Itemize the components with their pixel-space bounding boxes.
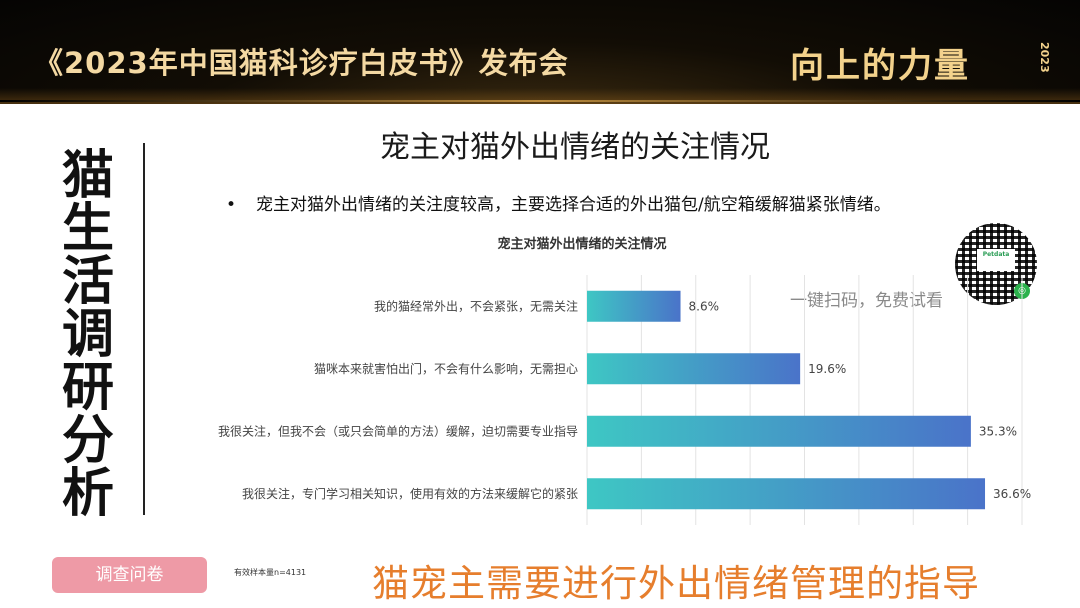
scan-hint: 一键扫码，免费试看 (790, 291, 943, 311)
chart-bars: 我的猫经常外出，不会紧张，无需关注 8.6% 猫咪本来就害怕出门，不会有什么影响，无… (218, 290, 1031, 510)
event-title: 《2023年中国猫科诊疗白皮书》发布会 (34, 46, 569, 80)
conclusion-text: 猫宠主需要进行外出情绪管理的指导 (372, 562, 980, 605)
bullet-point: • 宠主对猫外出情绪的关注度较高，主要选择合适的外出猫包/航空箱缓解猫紧张情绪。 (226, 190, 891, 215)
bullet-text: 宠主对猫外出情绪的关注度较高，主要选择合适的外出猫包/航空箱缓解猫紧张情绪。 (256, 195, 891, 215)
slogan-logo-year: 2023 (1038, 42, 1051, 73)
chart-title: 宠主对猫外出情绪的关注情况 (497, 236, 666, 252)
sample-size-note: 有效样本量n=4131 (234, 568, 307, 577)
slogan-logo: 向上的力量 (790, 46, 970, 86)
bar (587, 415, 971, 447)
category-label: 我的猫经常外出，不会紧张，无需关注 (374, 298, 578, 313)
bar (587, 353, 801, 385)
section-title: 猫生活调研分析 (61, 146, 114, 524)
header-divider (0, 100, 1080, 102)
category-label: 我很关注，但我不会（或只会简单的方法）缓解，迫切需要专业指导 (218, 423, 578, 438)
slide-title: 宠主对猫外出情绪的关注情况 (380, 130, 770, 165)
value-label: 36.6% (993, 487, 1031, 501)
value-label: 19.6% (808, 362, 846, 376)
bullet-dot-icon: • (226, 195, 237, 215)
bar (587, 478, 986, 510)
bar (587, 290, 681, 322)
section-divider (143, 143, 145, 515)
value-label: 35.3% (979, 424, 1017, 438)
qr-brand: Petdata (977, 249, 1015, 271)
category-label: 猫咪本来就害怕出门，不会有什么影响，无需担心 (314, 361, 578, 376)
survey-button[interactable]: 调查问卷 (52, 557, 207, 593)
category-label: 我很关注，专门学习相关知识，使用有效的方法来缓解它的紧张 (242, 486, 578, 501)
value-label: 8.6% (689, 299, 720, 313)
